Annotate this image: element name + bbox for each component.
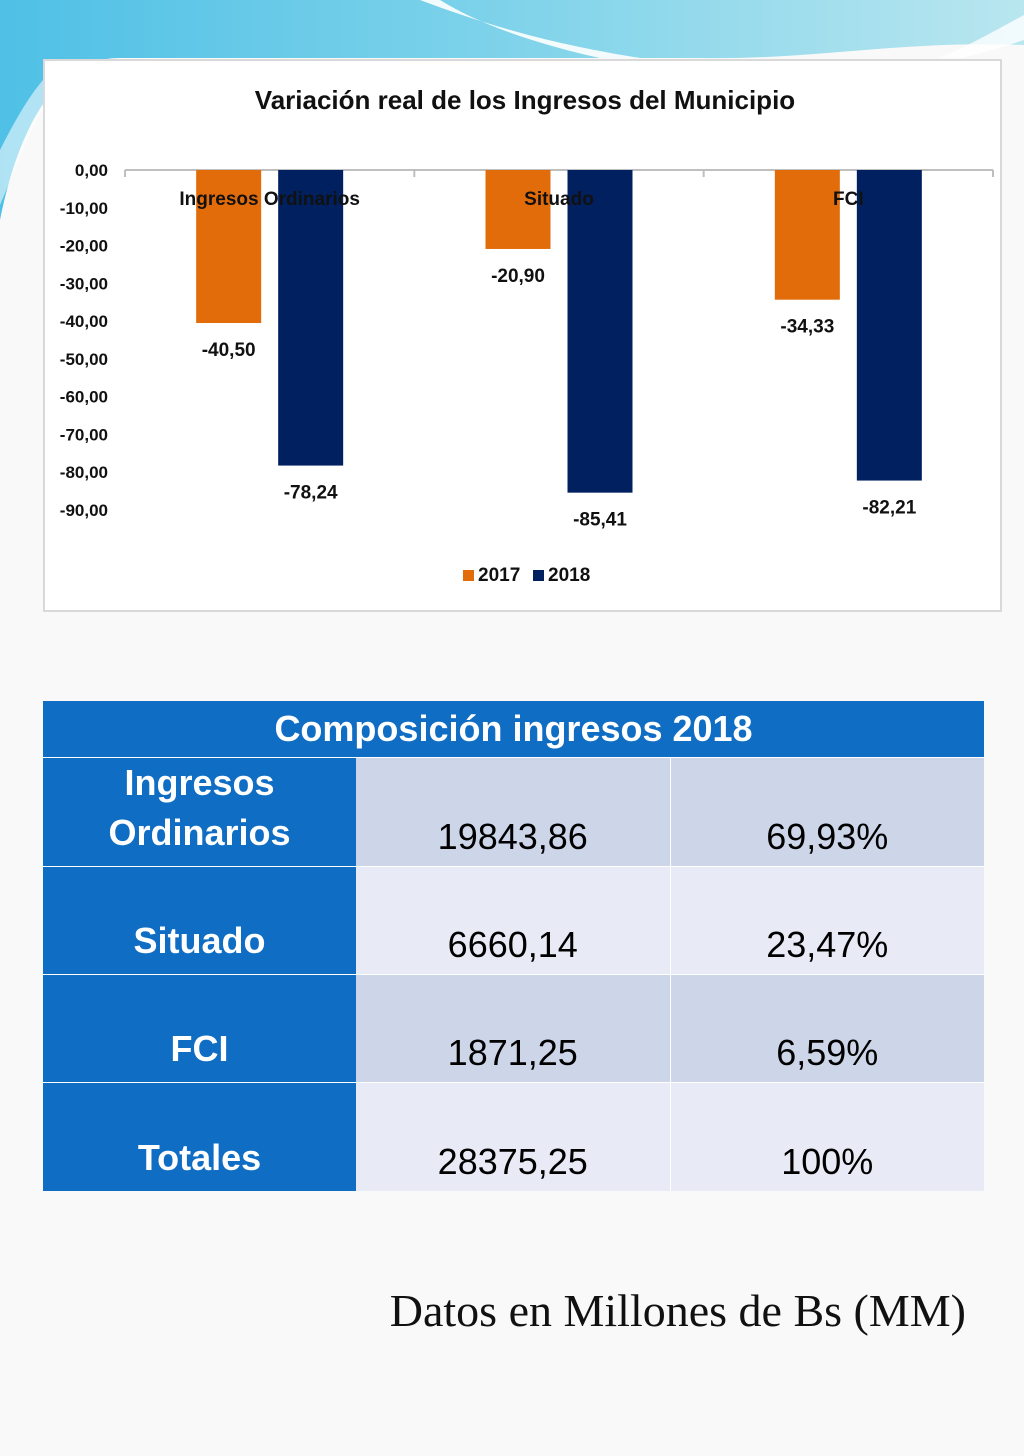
row-label: Ingresos Ordinarios xyxy=(43,757,356,867)
data-label: -82,21 xyxy=(862,498,916,519)
y-tick-label: 0,00 xyxy=(75,161,108,180)
y-tick-label: -50,00 xyxy=(60,350,108,369)
data-label: -20,90 xyxy=(491,266,545,287)
legend-swatch-2017 xyxy=(463,570,474,581)
row-percent: 69,93% xyxy=(669,757,985,867)
y-tick-label: -90,00 xyxy=(60,501,108,520)
data-label: -40,50 xyxy=(202,340,256,361)
bar-2017 xyxy=(774,170,840,300)
table-title: Composición ingresos 2018 xyxy=(43,701,985,758)
data-label: -34,33 xyxy=(780,317,834,338)
y-tick-label: -20,00 xyxy=(60,237,108,256)
table-row: Situado 6660,14 23,47% xyxy=(43,866,985,975)
row-amount: 1871,25 xyxy=(356,974,670,1083)
row-label: Situado xyxy=(43,866,356,975)
chart-panel: Variación real de los Ingresos del Munic… xyxy=(43,59,1002,612)
y-tick-label: -10,00 xyxy=(60,199,108,218)
row-percent: 100% xyxy=(669,1082,985,1191)
chart-title: Variación real de los Ingresos del Munic… xyxy=(255,85,795,115)
footnote: Datos en Millones de Bs (MM) xyxy=(389,1285,966,1336)
bar-2017 xyxy=(196,170,262,323)
income-composition-table: Composición ingresos 2018 Ingresos Ordin… xyxy=(43,701,985,1191)
table-row: Ingresos Ordinarios 19843,86 69,93% xyxy=(43,757,985,867)
row-label: Totales xyxy=(43,1082,356,1191)
row-amount: 19843,86 xyxy=(356,757,670,867)
row-label: FCI xyxy=(43,974,356,1083)
bar-chart: Variación real de los Ingresos del Munic… xyxy=(60,85,994,586)
decorative-header-waves xyxy=(0,0,1024,220)
legend-swatch-2018 xyxy=(533,570,544,581)
y-tick-label: -70,00 xyxy=(60,425,108,444)
row-percent: 23,47% xyxy=(669,866,985,975)
y-tick-label: -80,00 xyxy=(60,463,108,482)
bar-2018 xyxy=(278,170,344,466)
row-amount: 28375,25 xyxy=(356,1082,670,1191)
y-tick-label: -40,00 xyxy=(60,312,108,331)
bar-2018 xyxy=(856,170,922,481)
table-row: Totales 28375,25 100% xyxy=(43,1082,985,1191)
y-tick-label: -30,00 xyxy=(60,274,108,293)
category-label: Situado xyxy=(524,189,594,210)
data-label: -78,24 xyxy=(284,483,338,504)
data-label: -85,41 xyxy=(573,510,627,531)
row-percent: 6,59% xyxy=(669,974,985,1083)
y-tick-label: -60,00 xyxy=(60,388,108,407)
bar-2017 xyxy=(485,170,551,249)
bar-2018 xyxy=(567,170,633,493)
table-row: FCI 1871,25 6,59% xyxy=(43,974,985,1083)
category-label: Ingresos Ordinarios xyxy=(179,189,360,210)
legend-label: 2017 xyxy=(478,565,520,586)
category-label: FCI xyxy=(833,189,864,210)
legend-label: 2018 xyxy=(548,565,590,586)
row-amount: 6660,14 xyxy=(356,866,670,975)
